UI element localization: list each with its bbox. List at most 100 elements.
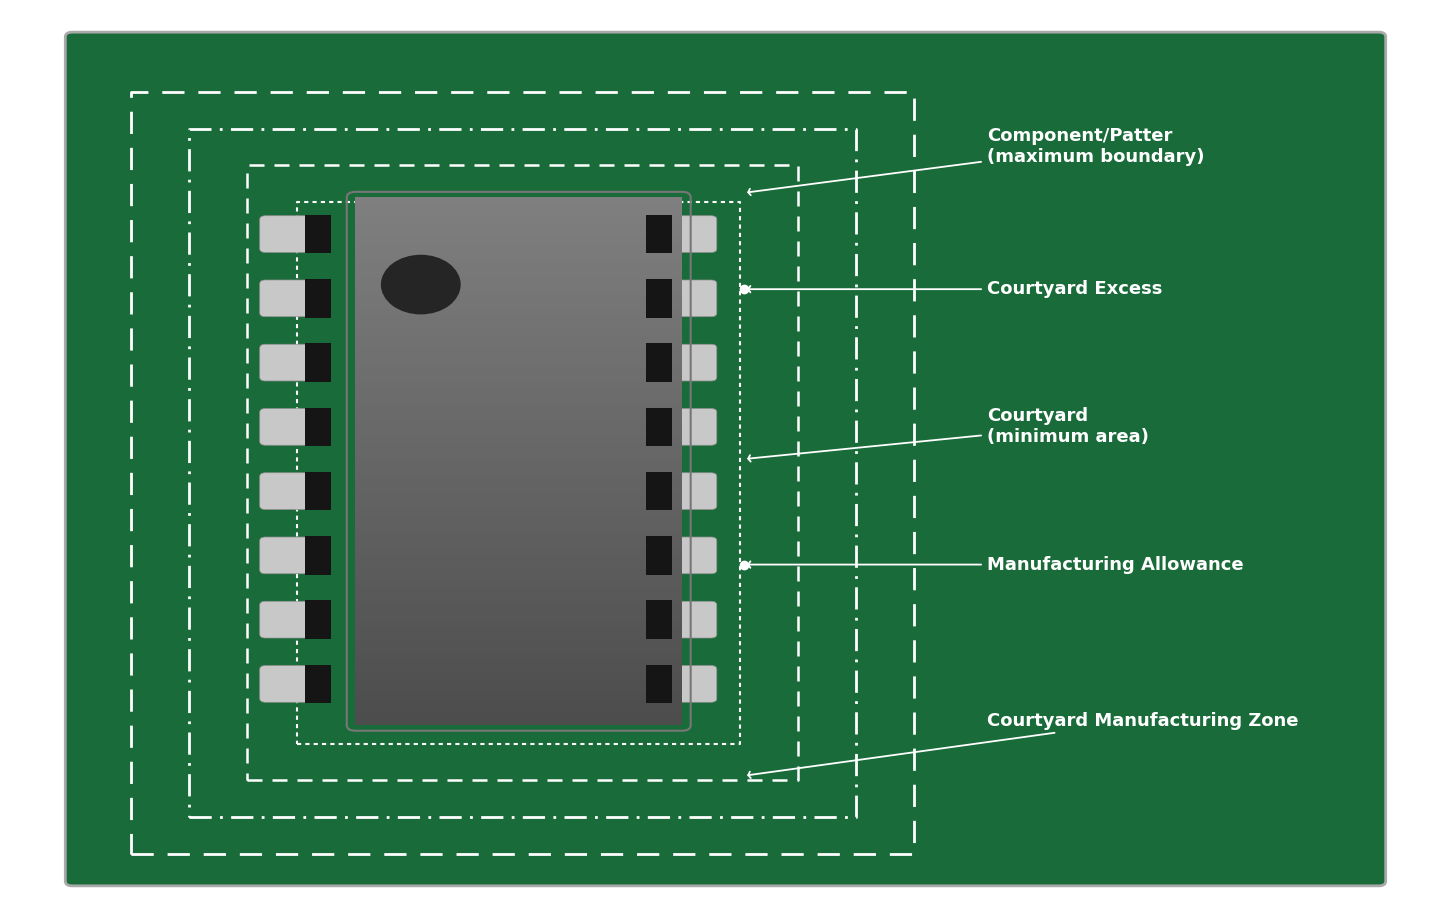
Bar [355,250,682,257]
Bar [355,587,682,593]
Bar [355,336,682,342]
Bar [305,536,331,575]
FancyBboxPatch shape [260,409,312,445]
Bar [355,217,682,224]
Bar [355,500,682,508]
Bar [355,330,682,336]
Bar [355,303,682,309]
FancyBboxPatch shape [665,280,717,317]
Bar [355,322,682,330]
Text: Courtyard Manufacturing Zone: Courtyard Manufacturing Zone [749,711,1299,778]
Bar [355,599,682,607]
Bar [355,428,682,435]
Bar [355,409,682,415]
FancyBboxPatch shape [260,280,312,317]
Bar [355,508,682,514]
Bar [355,316,682,323]
Bar [355,566,682,574]
Bar [355,224,682,230]
Bar [355,719,682,725]
Ellipse shape [380,255,461,315]
Bar [355,197,682,204]
Bar [355,237,682,243]
Bar [355,289,682,297]
Bar [355,375,682,382]
Bar [355,415,682,421]
Bar [305,343,331,382]
FancyBboxPatch shape [65,32,1386,886]
Bar [355,276,682,283]
Bar [355,309,682,316]
FancyBboxPatch shape [260,537,312,574]
Bar [355,686,682,692]
Bar [305,408,331,446]
Bar [355,554,682,560]
FancyBboxPatch shape [665,473,717,509]
Bar [355,699,682,705]
Bar [305,665,331,703]
Bar [355,560,682,567]
Bar [355,527,682,534]
Bar [355,620,682,626]
Bar [355,349,682,356]
Bar [355,421,682,429]
FancyBboxPatch shape [260,473,312,509]
FancyBboxPatch shape [665,216,717,252]
Bar [355,355,682,363]
Bar [355,633,682,640]
FancyBboxPatch shape [260,344,312,381]
Bar [305,472,331,510]
Bar [355,679,682,686]
Bar [355,382,682,388]
Bar [355,692,682,699]
Bar [646,279,672,318]
FancyBboxPatch shape [665,666,717,702]
Bar [646,343,672,382]
FancyBboxPatch shape [665,344,717,381]
Bar [355,454,682,462]
Text: Courtyard
(minimum area): Courtyard (minimum area) [749,408,1149,462]
Bar [355,533,682,541]
Bar [355,402,682,409]
Text: Courtyard Excess: Courtyard Excess [749,280,1162,298]
Bar [355,481,682,487]
Bar [355,574,682,580]
Bar [355,475,682,481]
FancyBboxPatch shape [260,666,312,702]
Bar [355,435,682,442]
Bar [646,536,672,575]
Bar [355,666,682,672]
Bar [355,487,682,494]
Bar [355,639,682,646]
Bar [355,541,682,547]
Bar [646,600,672,639]
Bar [355,613,682,620]
Bar [355,672,682,679]
Bar [355,547,682,554]
Bar [355,363,682,369]
Bar [355,653,682,659]
FancyBboxPatch shape [260,601,312,638]
Bar [355,257,682,263]
Bar [355,297,682,303]
Bar [355,210,682,218]
Text: Manufacturing Allowance: Manufacturing Allowance [749,555,1244,574]
Bar [355,283,682,290]
Bar [355,204,682,210]
Text: Component/Patter
(maximum boundary): Component/Patter (maximum boundary) [749,128,1204,196]
Bar [355,230,682,237]
Bar [355,388,682,396]
Bar [355,243,682,251]
Bar [646,472,672,510]
Bar [355,626,682,633]
FancyBboxPatch shape [665,409,717,445]
Bar [355,369,682,375]
Bar [355,468,682,475]
Bar [305,215,331,253]
Bar [305,279,331,318]
Bar [355,263,682,270]
Bar [355,705,682,712]
Bar [355,270,682,276]
Bar [646,215,672,253]
Bar [355,521,682,527]
